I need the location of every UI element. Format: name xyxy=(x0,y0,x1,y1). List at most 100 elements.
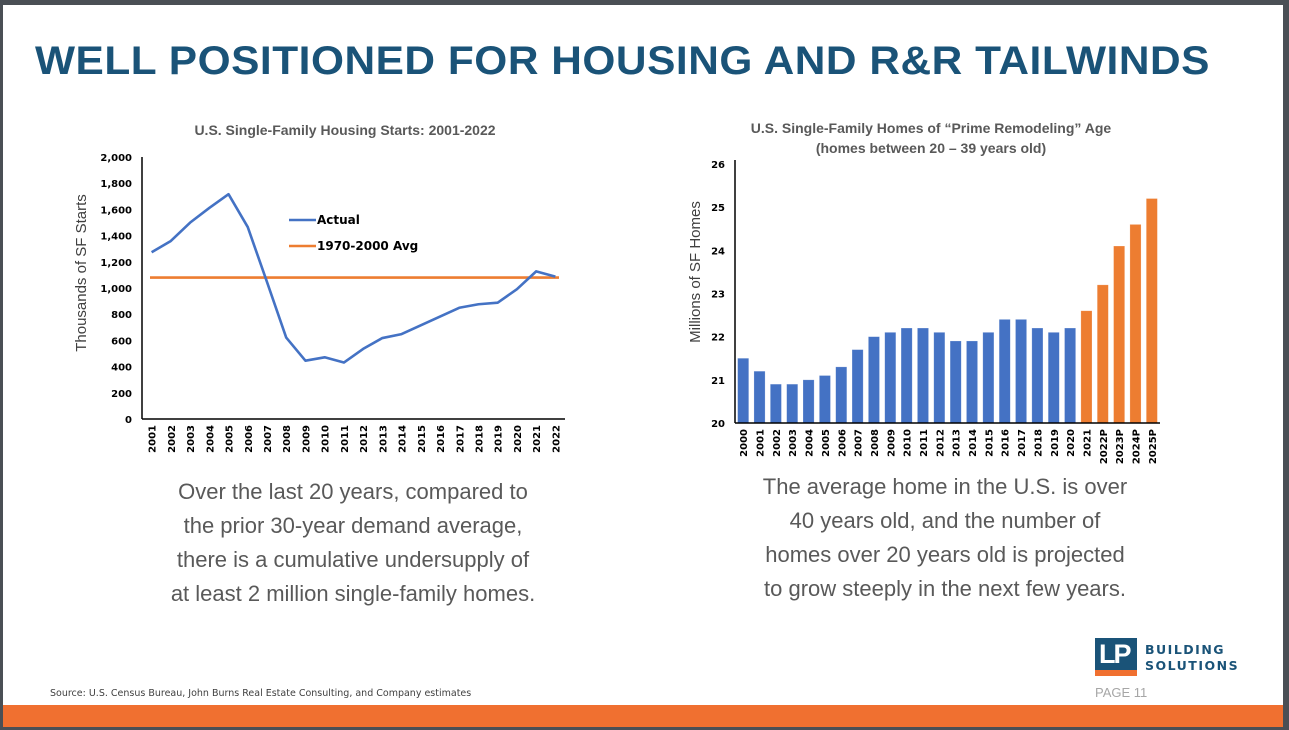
bar-2008 xyxy=(868,336,880,424)
actual-series-line xyxy=(150,192,556,364)
line-chart-y-tick-label: 400 xyxy=(111,363,132,374)
line-chart-x-tick-label: 2017 xyxy=(455,425,466,453)
line-chart-legend: Actual 1970-2000 Avg xyxy=(289,213,418,253)
bar-chart-x-tick-label: 2010 xyxy=(903,429,914,457)
left-caption-line: at least 2 million single-family homes. xyxy=(170,581,536,606)
bar-chart-y-tick-label: 21 xyxy=(711,376,725,387)
legend-label-avg: 1970-2000 Avg xyxy=(317,239,418,253)
bar-chart-x-tick-label: 2011 xyxy=(919,429,930,457)
line-chart-y-tick-label: 1,400 xyxy=(100,232,132,243)
bar-chart-x-tick-label: 2008 xyxy=(870,429,881,457)
line-chart-x-tick-label: 2006 xyxy=(244,425,255,453)
bar-chart-x-tick-label: 2001 xyxy=(756,429,767,457)
line-chart-y-axis-label: Thousands of SF Starts xyxy=(73,194,90,352)
bar-2016 xyxy=(998,319,1011,424)
bar-2010 xyxy=(900,327,913,424)
line-chart-x-tick-label: 2010 xyxy=(321,425,332,453)
slide: WELL POSITIONED FOR HOUSING AND R&R TAIL… xyxy=(3,5,1283,727)
remodeling-age-bar-chart: U.S. Single-Family Homes of “Prime Remod… xyxy=(687,120,1160,464)
right-caption-line: homes over 20 years old is projected xyxy=(765,542,1125,567)
line-chart-x-tick-label: 2020 xyxy=(513,425,524,453)
bar-chart-x-tick-label: 2019 xyxy=(1050,429,1061,457)
bar-chart-x-tick-label: 2014 xyxy=(968,429,979,457)
bar-2015 xyxy=(982,332,995,424)
bar-chart-x-tick-label: 2005 xyxy=(821,429,832,457)
bar-chart-y-axis-label: Millions of SF Homes xyxy=(687,201,704,343)
left-caption-line: the prior 30-year demand average, xyxy=(183,513,523,538)
bar-2023P xyxy=(1113,245,1125,424)
line-chart-y-tick-label: 0 xyxy=(125,415,132,426)
line-chart-y-tick-label: 2,000 xyxy=(100,153,132,164)
right-caption-line: to grow steeply in the next few years. xyxy=(764,576,1126,601)
bar-chart-y-tick-label: 23 xyxy=(711,290,725,301)
bar-chart-x-tick-label: 2021 xyxy=(1082,429,1093,457)
bar-2011 xyxy=(917,327,929,424)
bar-chart-x-tick-label: 2023P xyxy=(1115,429,1126,464)
housing-starts-line-chart: U.S. Single-Family Housing Starts: 2001-… xyxy=(73,122,565,453)
line-chart-x-tick-label: 2013 xyxy=(378,425,389,453)
bar-chart-x-tick-label: 2020 xyxy=(1066,429,1077,457)
bar-chart-x-tick-label: 2025P xyxy=(1148,429,1159,464)
line-chart-x-tick-label: 2014 xyxy=(398,425,409,453)
line-chart-x-tick-label: 2018 xyxy=(474,425,485,453)
footer-bar xyxy=(3,705,1283,727)
bar-2018 xyxy=(1031,327,1044,424)
bar-2002 xyxy=(770,383,782,424)
line-chart-x-tick-label: 2015 xyxy=(417,425,428,453)
bar-2012 xyxy=(933,332,946,424)
bar-2014 xyxy=(966,340,978,424)
left-caption: Over the last 20 years, compared to the … xyxy=(133,475,573,611)
bar-chart-x-tick-label: 2007 xyxy=(854,429,865,457)
bar-chart-y-tick-label: 20 xyxy=(711,419,725,430)
bar-chart-x-tick-label: 2004 xyxy=(805,429,816,457)
source-note: Source: U.S. Census Bureau, John Burns R… xyxy=(50,688,472,699)
bar-2021 xyxy=(1080,310,1093,424)
bar-chart-x-tick-label: 2000 xyxy=(739,429,750,457)
line-chart-x-tick-label: 2004 xyxy=(205,425,216,453)
bar-2001 xyxy=(753,370,766,424)
bar-chart-x-tick-label: 2015 xyxy=(984,429,995,457)
bar-2006 xyxy=(835,366,848,424)
bar-chart-x-tick-label: 2024P xyxy=(1131,429,1142,464)
line-chart-x-tick-label: 2003 xyxy=(186,425,197,453)
line-chart-y-tick-label: 1,800 xyxy=(100,179,132,190)
legend-label-actual: Actual xyxy=(317,213,360,227)
logo-line-2: SOLUTIONS xyxy=(1145,658,1240,673)
line-chart-y-tick-label: 1,200 xyxy=(100,258,132,269)
bar-chart-y-tick-label: 22 xyxy=(711,333,725,344)
logo-mark-text: LP xyxy=(1099,639,1131,669)
bar-2025P xyxy=(1145,198,1158,424)
left-caption-line: Over the last 20 years, compared to xyxy=(178,479,528,504)
line-chart-x-tick-label: 2002 xyxy=(167,425,178,453)
bar-2017 xyxy=(1015,319,1027,424)
bar-2022P xyxy=(1096,284,1109,424)
bar-2009 xyxy=(884,332,897,424)
bar-2005 xyxy=(819,375,831,424)
line-chart-x-tick-label: 2016 xyxy=(436,425,447,453)
line-chart-x-tick-label: 2009 xyxy=(301,425,312,453)
logo-line-1: BUILDING xyxy=(1145,642,1226,657)
bar-2024P xyxy=(1129,224,1142,424)
right-caption: The average home in the U.S. is over 40 … xyxy=(725,470,1165,606)
bar-chart-x-tick-label: 2003 xyxy=(788,429,799,457)
line-chart-y-tick-label: 600 xyxy=(111,336,132,347)
line-chart-x-tick-label: 2022 xyxy=(551,425,562,453)
line-chart-x-tick-label: 2011 xyxy=(340,425,351,453)
line-chart-x-tick-label: 2008 xyxy=(282,425,293,453)
bar-2004 xyxy=(802,379,815,424)
line-chart-x-tick-label: 2007 xyxy=(263,425,274,453)
bar-chart-x-tick-label: 2013 xyxy=(952,429,963,457)
line-chart-x-tick-label: 2019 xyxy=(494,425,505,453)
bar-chart-x-tick-label: 2022P xyxy=(1099,429,1110,464)
bar-chart-x-tick-label: 2018 xyxy=(1033,429,1044,457)
bar-chart-x-tick-label: 2012 xyxy=(935,429,946,457)
line-chart-y-tick-label: 800 xyxy=(111,310,132,321)
line-chart-x-tick-label: 2021 xyxy=(532,425,543,453)
line-chart-title: U.S. Single-Family Housing Starts: 2001-… xyxy=(194,122,495,138)
bar-chart-x-tick-label: 2006 xyxy=(837,429,848,457)
bar-2003 xyxy=(786,383,799,424)
left-caption-line: there is a cumulative undersupply of xyxy=(176,547,530,572)
line-chart-x-tick-label: 2012 xyxy=(359,425,370,453)
right-caption-line: The average home in the U.S. is over xyxy=(762,474,1128,499)
logo-stripe xyxy=(1095,670,1137,676)
